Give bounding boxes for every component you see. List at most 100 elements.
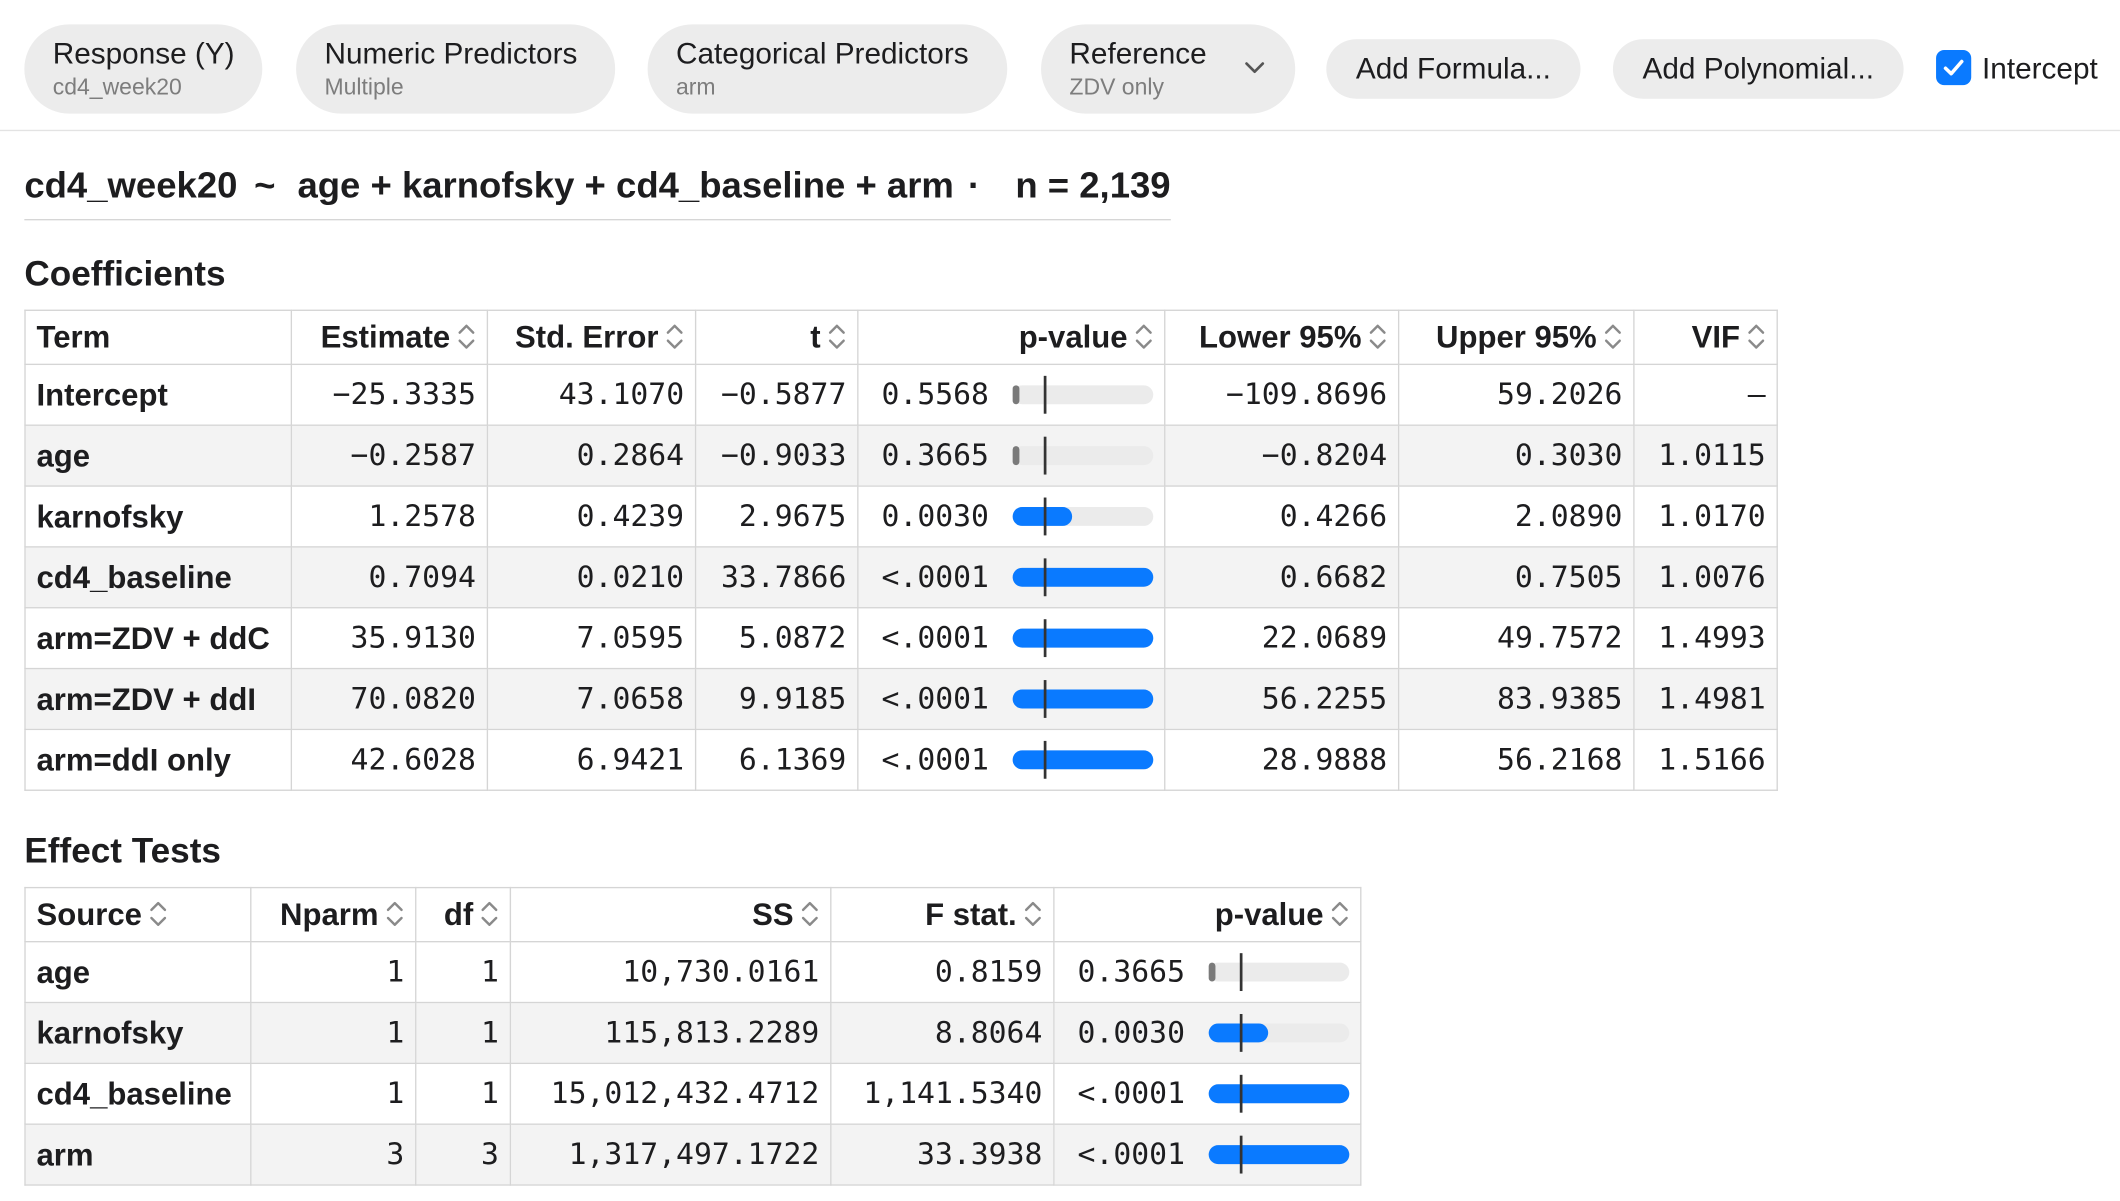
df-cell: 3: [415, 1123, 512, 1186]
categorical-predictors-value: arm: [676, 74, 716, 101]
column-header[interactable]: Source: [24, 886, 252, 943]
intercept-checkbox[interactable]: [1936, 50, 1972, 86]
column-header[interactable]: Lower 95%: [1164, 309, 1400, 366]
term-cell: Intercept: [24, 363, 293, 426]
t-stat-cell: −0.9033: [694, 424, 859, 487]
upper-ci-cell: 0.3030: [1397, 424, 1635, 487]
estimate-cell: 42.6028: [290, 728, 489, 791]
p-value-cell: <.0001: [1053, 1123, 1362, 1186]
column-header-label: VIF: [1691, 319, 1741, 355]
column-header[interactable]: Nparm: [250, 886, 417, 943]
column-header-label: t: [810, 319, 821, 355]
p-value-cell: <.0001: [857, 667, 1166, 731]
lower-ci-cell: 0.6682: [1164, 546, 1400, 609]
sort-icon: [386, 902, 403, 927]
add-polynomial-button[interactable]: Add Polynomial...: [1612, 39, 1904, 99]
std-error-cell: 7.0658: [486, 667, 697, 731]
significance-threshold-marker: [1043, 558, 1047, 597]
column-header[interactable]: Upper 95%: [1397, 309, 1635, 366]
upper-ci-cell: 2.0890: [1397, 485, 1635, 548]
column-header-label: df: [443, 896, 474, 932]
sort-icon: [1024, 902, 1041, 927]
significance-threshold-marker: [1239, 1074, 1243, 1113]
p-value: 0.0030: [1077, 1016, 1186, 1051]
sort-icon: [1369, 325, 1386, 350]
column-header-label: Estimate: [320, 319, 451, 355]
response-selector-label: Response (Y): [52, 36, 235, 71]
categorical-predictors-selector[interactable]: Categorical Predictors arm: [647, 24, 1008, 114]
p-value-cell: <.0001: [1053, 1062, 1362, 1125]
significance-threshold-marker: [1043, 375, 1047, 414]
source-cell: karnofsky: [24, 1001, 252, 1065]
estimate-cell: 1.2578: [290, 485, 489, 548]
column-header[interactable]: Std. Error: [486, 309, 697, 366]
df-cell: 1: [415, 1001, 512, 1065]
vif-cell: 1.4981: [1633, 667, 1778, 731]
categorical-predictors-label: Categorical Predictors: [676, 36, 969, 71]
column-header[interactable]: SS: [509, 886, 832, 943]
sort-icon: [458, 325, 475, 350]
std-error-cell: 7.0595: [486, 607, 697, 670]
formula-tilde: ~: [254, 164, 276, 206]
lower-ci-cell: −0.8204: [1164, 424, 1400, 487]
p-value-cell: 0.0030: [857, 485, 1166, 548]
column-header[interactable]: F stat.: [830, 886, 1055, 943]
column-header[interactable]: df: [415, 886, 512, 943]
table-row: cd4_baseline 1 1 15,012,432.4712 1,141.5340 <…: [24, 1062, 1362, 1125]
numeric-predictors-label: Numeric Predictors: [324, 36, 578, 71]
numeric-predictors-selector[interactable]: Numeric Predictors Multiple: [296, 24, 616, 114]
intercept-label: Intercept: [1982, 51, 2098, 86]
significance-bar-fill: [1012, 385, 1020, 405]
t-stat-cell: −0.5877: [694, 363, 859, 426]
table-row: age −0.2587 0.2864 −0.9033 0.3665 −0.8204 0.30…: [24, 424, 1778, 487]
significance-threshold-marker: [1043, 436, 1047, 475]
add-formula-button[interactable]: Add Formula...: [1326, 39, 1581, 99]
t-stat-cell: 33.7866: [694, 546, 859, 609]
vif-cell: —: [1633, 363, 1778, 426]
lower-ci-cell: 0.4266: [1164, 485, 1400, 548]
column-header[interactable]: VIF: [1633, 309, 1778, 366]
upper-ci-cell: 49.7572: [1397, 607, 1635, 670]
numeric-predictors-value: Multiple: [324, 74, 404, 101]
term-cell: arm=ZDV + ddC: [24, 607, 293, 670]
column-header[interactable]: t: [694, 309, 859, 366]
column-header[interactable]: Term: [24, 309, 293, 366]
column-header[interactable]: p-value: [1053, 886, 1362, 943]
f-stat-cell: 8.8064: [830, 1001, 1055, 1065]
reference-dropdown[interactable]: Reference ZDV only: [1041, 24, 1296, 114]
estimate-cell: 70.0820: [290, 667, 489, 731]
column-header-label: p-value: [1214, 896, 1324, 932]
upper-ci-cell: 0.7505: [1397, 546, 1635, 609]
significance-bar-fill: [1208, 1145, 1350, 1165]
column-header[interactable]: Estimate: [290, 309, 489, 366]
t-stat-cell: 2.9675: [694, 485, 859, 548]
response-selector[interactable]: Response (Y) cd4_week20: [24, 24, 263, 114]
significance-bar-fill: [1208, 1084, 1350, 1104]
significance-bar: [1208, 1014, 1350, 1052]
significance-bar-track: [1012, 385, 1154, 405]
significance-bar: [1012, 497, 1154, 536]
significance-bar-track: [1208, 962, 1350, 982]
reference-label: Reference: [1069, 36, 1207, 71]
significance-bar: [1012, 558, 1154, 597]
model-formula: cd4_week20 ~ age + karnofsky + cd4_basel…: [24, 160, 1171, 221]
significance-threshold-marker: [1043, 497, 1047, 536]
significance-bar: [1012, 680, 1154, 718]
p-value: <.0001: [1077, 1138, 1186, 1173]
formula-terms: age + karnofsky + cd4_baseline + arm: [297, 164, 954, 206]
significance-bar-fill: [1012, 689, 1154, 709]
formula-response: cd4_week20: [24, 164, 238, 206]
chevron-down-icon: [1245, 62, 1265, 74]
checkmark-icon: [1943, 59, 1964, 76]
column-header[interactable]: p-value: [857, 309, 1166, 366]
p-value: <.0001: [1077, 1077, 1186, 1112]
p-value: <.0001: [881, 621, 989, 656]
sort-icon: [1748, 325, 1765, 350]
table-row: arm=ZDV + ddC 35.9130 7.0595 5.0872 <.0001 22…: [24, 607, 1778, 670]
f-stat-cell: 0.8159: [830, 940, 1055, 1004]
reference-value: ZDV only: [1069, 74, 1164, 101]
significance-threshold-marker: [1043, 740, 1047, 779]
significance-bar-fill: [1012, 446, 1020, 466]
upper-ci-cell: 56.2168: [1397, 728, 1635, 791]
std-error-cell: 0.4239: [486, 485, 697, 548]
